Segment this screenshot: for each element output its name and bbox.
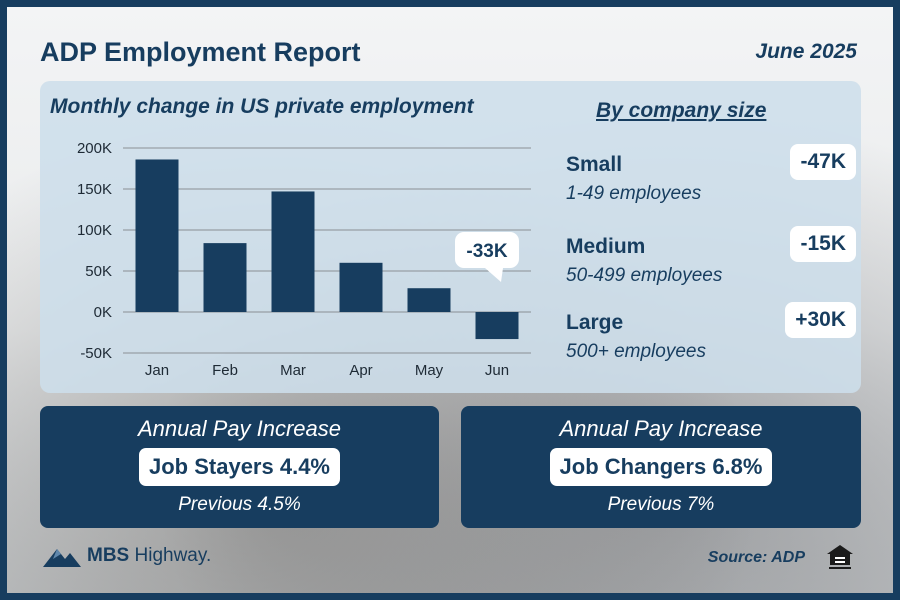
x-tick-label: May [415,362,444,379]
pay-card-previous: Previous 7% [607,494,715,515]
size-change-badge: -15K [790,226,856,262]
pay-card-changers: Annual Pay Increase Job Changers 6.8% Pr… [461,406,861,528]
pay-card-previous: Previous 4.5% [178,494,301,515]
source-note: Source: ADP [707,549,805,566]
size-range: 50-499 employees [566,265,723,286]
pay-card-value: Job Changers 6.8% [549,448,773,486]
company-size-heading: By company size [596,99,767,122]
size-row-large: Large 500+ employees +30K [566,302,856,371]
size-range: 1-49 employees [566,183,702,204]
mountain-logo-icon [43,549,81,567]
chart-panel: Monthly change in US private employment … [40,81,861,393]
bar [135,159,179,312]
size-name: Small [566,153,623,176]
pay-card-value: Job Stayers 4.4% [139,448,340,486]
bar [271,191,315,312]
equal-housing-icon [827,545,853,569]
x-tick-label: Jun [485,362,509,379]
bar [407,288,451,312]
y-tick-label: 50K [85,263,112,280]
callout-bubble [455,232,519,268]
pay-card-label: Annual Pay Increase [559,416,763,441]
size-change-badge: -47K [790,144,856,180]
size-row-small: Small 1-49 employees -47K [566,144,856,213]
callout-label: -33K [466,241,507,262]
size-change-badge: +30K [785,302,856,338]
x-tick-label: Jan [145,362,169,379]
bar [475,312,519,340]
pay-card-stayers: Annual Pay Increase Job Stayers 4.4% Pre… [40,406,439,528]
size-name: Large [566,311,624,334]
bar [339,262,383,312]
bar [203,243,247,312]
report-date: June 2025 [755,40,857,63]
page-title: ADP Employment Report [40,37,361,67]
y-tick-label: 150K [77,181,112,198]
y-tick-label: 100K [77,222,112,239]
size-range: 500+ employees [566,341,706,362]
chart-title: Monthly change in US private employment [50,95,474,118]
pay-card-label: Annual Pay Increase [137,416,342,441]
x-tick-label: Mar [280,362,306,379]
x-tick-label: Feb [212,362,238,379]
y-tick-label: 0K [94,304,112,321]
x-tick-label: Apr [349,362,372,379]
callout-pointer [485,268,503,282]
bar-chart: 200K 150K 100K 50K 0K -50K Jan Feb Mar Apr May Jun -… [77,140,531,379]
logo-text: MBS Highway. [87,545,212,566]
mbs-highway-logo: MBS Highway. [43,545,211,567]
y-tick-label: -50K [80,345,112,362]
y-tick-label: 200K [77,140,112,157]
size-name: Medium [566,235,646,258]
size-row-medium: Medium 50-499 employees -15K [566,226,856,295]
